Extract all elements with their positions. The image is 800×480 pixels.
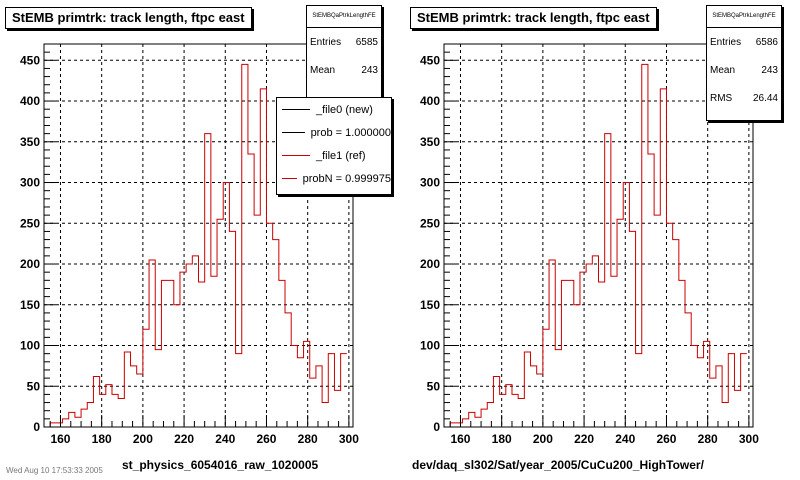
legend-line-probn xyxy=(282,178,297,179)
legend-line-file0 xyxy=(282,109,310,110)
left-y-tick-label: 0 xyxy=(33,420,40,434)
right-y-tick-label: 200 xyxy=(420,257,440,271)
right-x-tick-label: 280 xyxy=(698,432,718,446)
right-y-tick-label: 50 xyxy=(427,379,441,393)
right-y-tick-label: 400 xyxy=(420,94,440,108)
legend-entry-probn: probN = 0.999975 xyxy=(277,167,391,190)
right-y-tick-label: 450 xyxy=(420,53,440,67)
left-plot-frame xyxy=(43,43,354,428)
right-stats-rms-row: RMS 26.44 xyxy=(707,84,781,112)
right-y-tick-label: 250 xyxy=(420,216,440,230)
right-x-tick-label: 200 xyxy=(533,432,553,446)
legend-label-file0: _file0 (new) xyxy=(316,103,373,116)
left-stats-entries-row: Entries 6585 xyxy=(307,28,381,56)
left-stats-mean-value: 243 xyxy=(361,64,378,76)
left-x-tick-label: 180 xyxy=(92,432,112,446)
legend-label-prob: prob = 1.000000 xyxy=(310,126,391,139)
legend-entry-prob: prob = 1.000000 xyxy=(277,121,391,144)
legend-line-file1 xyxy=(282,155,310,156)
left-x-tick-label: 240 xyxy=(215,432,235,446)
left-stats-entries-value: 6585 xyxy=(355,36,378,48)
left-y-tick-label: 100 xyxy=(20,339,40,353)
left-x-tick-label: 300 xyxy=(339,432,359,446)
left-x-tick-label: 200 xyxy=(133,432,153,446)
left-y-tick-label: 250 xyxy=(20,216,40,230)
left-y-tick-label: 350 xyxy=(20,135,40,149)
right-chart-title: StEMB primtrk: track length, ftpc east xyxy=(410,7,657,29)
right-histogram-svg: 160 180 200 220 240 260 280 300 0 50 100 150 200 250 3… xyxy=(420,43,759,446)
right-plot-frame xyxy=(443,43,754,428)
legend-label-file1: _file1 (ref) xyxy=(316,149,366,162)
right-y-tick-label: 300 xyxy=(420,176,440,190)
right-stats-entries-row: Entries 6586 xyxy=(707,28,781,56)
right-stats-mean-row: Mean 243 xyxy=(707,56,781,84)
legend-line-prob xyxy=(282,132,305,133)
right-stats-rms-label: RMS xyxy=(710,92,733,104)
left-stats-name: StEMBQaPtrkLengthFE xyxy=(307,6,381,28)
left-stats-box: StEMBQaPtrkLengthFE Entries 6585 Mean 24… xyxy=(306,5,382,107)
left-x-tick-label: 160 xyxy=(50,432,70,446)
left-histogram-pad: 160 180 200 220 240 260 280 300 0 50 100 150 200 250 3… xyxy=(5,5,392,472)
left-y-tick-label: 50 xyxy=(27,379,41,393)
right-stats-mean-value: 243 xyxy=(761,64,778,76)
left-y-tick-label: 400 xyxy=(20,94,40,108)
right-x-axis-label: dev/daq_sl302/Sat/year_2005/CuCu200_High… xyxy=(412,458,704,472)
right-x-tick-label: 240 xyxy=(615,432,635,446)
left-histogram-line xyxy=(44,63,347,428)
left-y-tick-label: 450 xyxy=(20,53,40,67)
right-y-tick-label: 0 xyxy=(433,420,440,434)
right-y-tick-label: 100 xyxy=(420,339,440,353)
timestamp-footer: Wed Aug 10 17:53:33 2005 xyxy=(6,466,103,475)
left-x-tick-label: 260 xyxy=(256,432,276,446)
right-stats-mean-label: Mean xyxy=(710,64,736,76)
left-chart-title: StEMB primtrk: track length, ftpc east xyxy=(5,7,252,29)
left-stats-mean-label: Mean xyxy=(310,64,336,76)
right-x-tick-label: 300 xyxy=(739,432,759,446)
left-x-tick-label: 280 xyxy=(298,432,318,446)
right-histogram-pad: 160 180 200 220 240 260 280 300 0 50 100 150 200 250 3… xyxy=(400,0,800,480)
right-stats-box: StEMBQaPtrkLengthFE Entries 6586 Mean 24… xyxy=(706,5,782,121)
right-x-tick-label: 220 xyxy=(574,432,594,446)
right-stats-rms-value: 26.44 xyxy=(752,92,778,104)
legend-entry-file0: _file0 (new) xyxy=(277,98,391,121)
right-histogram-line xyxy=(444,63,747,428)
right-y-tick-label: 150 xyxy=(420,298,440,312)
right-stats-entries-value: 6586 xyxy=(755,36,778,48)
left-y-tick-label: 150 xyxy=(20,298,40,312)
left-y-tick-label: 300 xyxy=(20,176,40,190)
left-histogram-svg: 160 180 200 220 240 260 280 300 0 50 100 150 200 250 3… xyxy=(20,43,359,446)
right-stats-name: StEMBQaPtrkLengthFE xyxy=(707,6,781,28)
left-legend-box: _file0 (new) prob = 1.000000 _file1 (ref… xyxy=(276,97,392,195)
left-stats-entries-label: Entries xyxy=(310,36,342,48)
left-x-tick-label: 220 xyxy=(174,432,194,446)
right-x-tick-label: 260 xyxy=(656,432,676,446)
right-stats-entries-label: Entries xyxy=(710,36,742,48)
right-y-tick-label: 350 xyxy=(420,135,440,149)
right-x-tick-label: 180 xyxy=(492,432,512,446)
left-stats-mean-row: Mean 243 xyxy=(307,56,381,84)
legend-entry-file1: _file1 (ref) xyxy=(277,144,391,167)
left-x-axis-label: st_physics_6054016_raw_1020005 xyxy=(122,458,319,472)
right-x-tick-label: 160 xyxy=(450,432,470,446)
left-y-tick-label: 200 xyxy=(20,257,40,271)
legend-label-probn: probN = 0.999975 xyxy=(302,172,391,185)
